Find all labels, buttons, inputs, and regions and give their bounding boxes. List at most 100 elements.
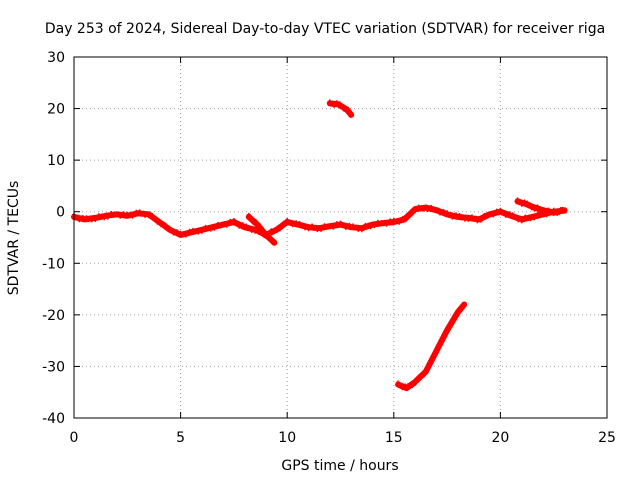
x-tick-label: 0 (70, 430, 79, 446)
data-point (294, 220, 299, 225)
data-point (530, 213, 535, 218)
data-point (194, 228, 199, 233)
data-point (507, 211, 512, 216)
data-point (338, 220, 343, 225)
data-point (420, 205, 425, 210)
data-point (324, 225, 329, 230)
data-point (104, 212, 108, 217)
data-point (368, 225, 373, 230)
axis-ticks (73, 56, 608, 419)
x-tick-label: 10 (278, 430, 296, 446)
data-point (82, 217, 87, 222)
data-point (551, 211, 556, 216)
data-point (528, 217, 533, 222)
data-point (464, 215, 469, 220)
data-point (215, 221, 220, 226)
data-point (439, 338, 444, 343)
data-point (436, 207, 441, 212)
data-point (183, 233, 188, 238)
data-point (418, 375, 423, 380)
data-point (361, 225, 366, 230)
data-point (93, 217, 98, 222)
data-point (297, 221, 302, 225)
data-point (102, 216, 107, 221)
data-point (553, 209, 558, 214)
data-point (541, 213, 545, 218)
x-tick-label: 25 (598, 430, 616, 446)
data-point (404, 386, 409, 391)
data-point (100, 213, 105, 218)
y-tick-label: -10 (42, 256, 65, 272)
data-point (384, 222, 389, 227)
data-point (521, 217, 526, 221)
data-point (517, 216, 522, 221)
data-point (166, 225, 171, 230)
data-point (189, 230, 194, 235)
data-point (450, 321, 455, 326)
data-point (375, 219, 380, 224)
data-point (201, 227, 206, 232)
data-point (199, 229, 204, 234)
data-point (350, 223, 355, 228)
data-point (425, 368, 430, 373)
data-point (438, 344, 442, 349)
data-point (244, 223, 249, 228)
data-point (493, 211, 498, 215)
y-tick-label: -20 (42, 308, 65, 324)
data-point (301, 222, 306, 227)
data-point (523, 214, 528, 219)
data-point (461, 302, 467, 308)
data-point (537, 214, 542, 219)
data-point (75, 214, 80, 219)
data-point (192, 230, 197, 235)
x-tick-label: 15 (385, 430, 403, 446)
data-point (313, 224, 318, 229)
data-point (518, 199, 523, 204)
data-point (531, 205, 536, 209)
data-point (128, 212, 133, 216)
data-point (191, 227, 195, 232)
data-point (336, 223, 341, 228)
data-point (251, 227, 256, 232)
data-point (178, 230, 183, 235)
data-point (279, 223, 284, 228)
data-point (278, 227, 283, 232)
data-point (182, 231, 187, 236)
data-point (418, 207, 423, 212)
series-segment-upper (326, 99, 355, 118)
data-point (256, 222, 261, 227)
data-point (398, 218, 403, 223)
data-point (478, 218, 483, 223)
data-point (162, 221, 167, 226)
data-point (240, 222, 245, 227)
y-tick-label: 0 (56, 205, 65, 221)
data-point (496, 211, 501, 216)
data-point (374, 222, 378, 227)
data-point (331, 225, 336, 230)
data-point (334, 221, 339, 226)
data-point (271, 240, 277, 246)
data-point (247, 225, 252, 230)
data-point (330, 100, 335, 105)
data-point (169, 227, 174, 232)
data-point (358, 226, 362, 230)
data-point (395, 218, 400, 223)
data-point (457, 308, 462, 313)
data-point (285, 218, 290, 222)
data-point (212, 226, 217, 231)
data-point (414, 378, 419, 383)
data-point (432, 206, 437, 211)
data-point (96, 213, 101, 218)
data-point (271, 230, 275, 235)
data-point (304, 224, 309, 229)
data-point (557, 209, 561, 214)
data-point (422, 207, 426, 212)
data-point (105, 215, 110, 220)
data-point (150, 212, 155, 217)
y-tick-label: 20 (47, 102, 65, 118)
data-point (494, 208, 499, 213)
data-point (246, 212, 251, 217)
data-point (526, 214, 531, 219)
data-point (532, 216, 537, 221)
data-point (386, 220, 391, 225)
